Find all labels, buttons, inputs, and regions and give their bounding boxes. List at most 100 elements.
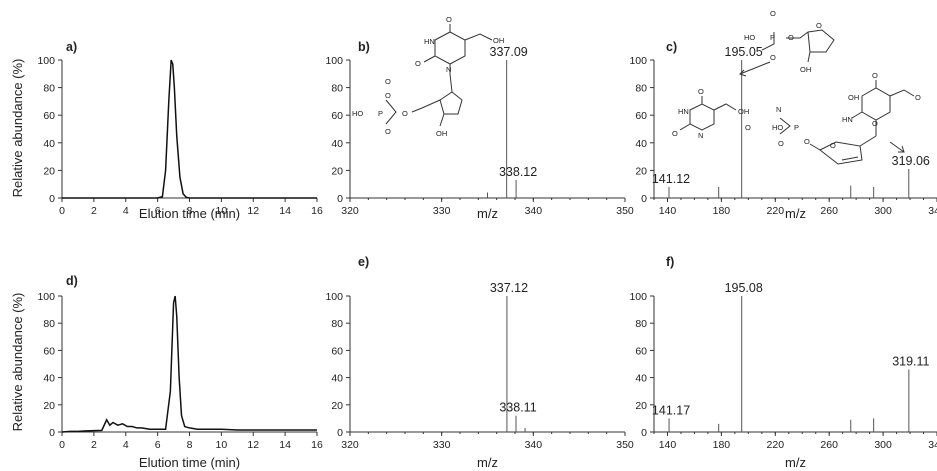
x-tick-label: 14 xyxy=(279,439,291,451)
x-tick-label: 0 xyxy=(59,439,65,451)
x-tick-label: 300 xyxy=(874,439,892,451)
y-tick-label: 80 xyxy=(43,318,55,330)
x-tick-label: 180 xyxy=(713,205,731,217)
y-tick-label: 100 xyxy=(37,55,55,67)
y-tick-label: 80 xyxy=(635,83,647,95)
panel-letter: f) xyxy=(666,255,674,269)
chem-c-17: N xyxy=(776,105,781,114)
x-tick-label: 6 xyxy=(155,439,161,451)
x-axis-title: m/z xyxy=(477,455,498,470)
x-tick-label: 300 xyxy=(874,205,892,217)
x-tick-label: 8 xyxy=(187,205,193,217)
chem-c-13: OH xyxy=(848,93,859,102)
chem-c-19: HO xyxy=(772,123,783,132)
x-tick-label: 340 xyxy=(928,205,937,217)
x-axis-title: m/z xyxy=(477,206,498,221)
panel-c: 0 20 40 60 80 100 140 180 220 260 300 340 m/z c) 195.0… xyxy=(629,40,937,221)
x-tick-label: 4 xyxy=(123,439,129,451)
peak-label: 141.12 xyxy=(652,172,690,186)
x-tick-label: 8 xyxy=(187,439,193,451)
x-tick-label: 340 xyxy=(525,205,543,217)
chem-c-0: O xyxy=(770,9,776,18)
x-tick-label: 14 xyxy=(279,205,291,217)
y-tick-label: 60 xyxy=(635,110,647,122)
x-axis-title: m/z xyxy=(785,455,806,470)
structure-b: O HN OH O N O HO P O O O OH xyxy=(352,15,504,138)
x-tick-label: 320 xyxy=(341,205,359,217)
panel-f: 0 20 40 60 80 100 140 180 220 260 300 340 m/z f) 195.0… xyxy=(629,255,937,470)
panel-letter: c) xyxy=(666,40,677,54)
x-tick-label: 4 xyxy=(123,205,129,217)
chem-b-7: P xyxy=(378,109,383,118)
y-tick-label: 20 xyxy=(331,165,343,177)
y-tick-label: 40 xyxy=(331,373,343,385)
panel-letter: e) xyxy=(358,255,369,269)
y-tick-label: 0 xyxy=(49,427,55,439)
x-tick-label: 140 xyxy=(659,439,677,451)
y-axis-title-bottom: Relative abundance (%) xyxy=(10,293,25,432)
chem-c-14: O xyxy=(915,93,921,102)
x-axis-title: Elution time (min) xyxy=(139,455,240,470)
x-tick-label: 0 xyxy=(59,205,65,217)
chem-c-15: HN xyxy=(842,115,853,124)
peak-label: 319.11 xyxy=(892,354,929,368)
structure-c-base: O HN OH O N xyxy=(672,87,749,140)
chem-c-8: HN xyxy=(678,107,689,116)
chem-c-2: P xyxy=(770,33,775,42)
panel-a: 0 20 40 60 80 100 0 2 4 6 8 10 12 14 16 Elution time (m… xyxy=(37,40,323,221)
y-tick-label: 60 xyxy=(635,345,647,357)
chromatogram-trace xyxy=(61,295,317,433)
y-tick-label: 40 xyxy=(635,138,647,150)
y-tick-label: 100 xyxy=(629,291,647,303)
y-tick-label: 80 xyxy=(331,318,343,330)
peak-label: 338.12 xyxy=(499,165,537,179)
chem-c-18: O xyxy=(745,123,751,132)
peak-label: 195.08 xyxy=(725,281,763,295)
y-tick-label: 0 xyxy=(49,193,55,205)
y-tick-label: 20 xyxy=(43,400,55,412)
x-tick-label: 12 xyxy=(247,205,259,217)
chem-b-1: HN xyxy=(424,37,435,46)
x-axis-title: Elution time (min) xyxy=(139,206,240,221)
panel-letter: d) xyxy=(66,274,78,288)
chem-c-22: O xyxy=(804,137,810,146)
chem-b-8: O xyxy=(402,109,408,118)
y-tick-label: 80 xyxy=(43,83,55,95)
chem-b-11: OH xyxy=(436,129,447,138)
x-tick-label: 2 xyxy=(91,205,97,217)
chem-c-12: O xyxy=(872,71,878,80)
chem-b-5: O xyxy=(385,77,391,86)
chem-c-5: O xyxy=(816,21,822,30)
chem-b-9: O xyxy=(385,91,391,100)
peak-label: 141.17 xyxy=(652,403,690,417)
chem-c-11: N xyxy=(698,131,703,140)
y-tick-label: 20 xyxy=(331,400,343,412)
x-axis-title: m/z xyxy=(785,206,806,221)
x-tick-label: 220 xyxy=(767,205,785,217)
chem-c-1: HO xyxy=(744,33,755,42)
chem-c-16: O xyxy=(872,119,878,128)
x-tick-label: 350 xyxy=(616,439,634,451)
chem-b-0: O xyxy=(446,15,452,24)
chem-c-20: P xyxy=(794,123,799,132)
x-tick-label: 340 xyxy=(525,439,543,451)
y-tick-label: 100 xyxy=(629,55,647,67)
chem-b-6: HO xyxy=(352,109,363,118)
structure-c-nucleoside: O OH O HN O N O HO P O O O xyxy=(745,71,921,165)
x-tick-label: 330 xyxy=(433,205,451,217)
panel-letter: b) xyxy=(358,40,370,54)
chem-b-3: O xyxy=(415,59,421,68)
y-tick-label: 80 xyxy=(331,83,343,95)
x-tick-label: 10 xyxy=(216,439,228,451)
x-tick-label: 6 xyxy=(155,205,161,217)
chem-b-2: OH xyxy=(493,36,504,45)
peak-label: 319.06 xyxy=(892,154,930,168)
chem-c-23: O xyxy=(830,141,836,150)
chromatogram-trace xyxy=(62,59,317,199)
y-tick-label: 60 xyxy=(331,110,343,122)
x-tick-label: 16 xyxy=(311,439,323,451)
chem-c-21: O xyxy=(778,139,784,148)
x-tick-label: 16 xyxy=(311,205,323,217)
chem-b-10: O xyxy=(385,127,391,136)
